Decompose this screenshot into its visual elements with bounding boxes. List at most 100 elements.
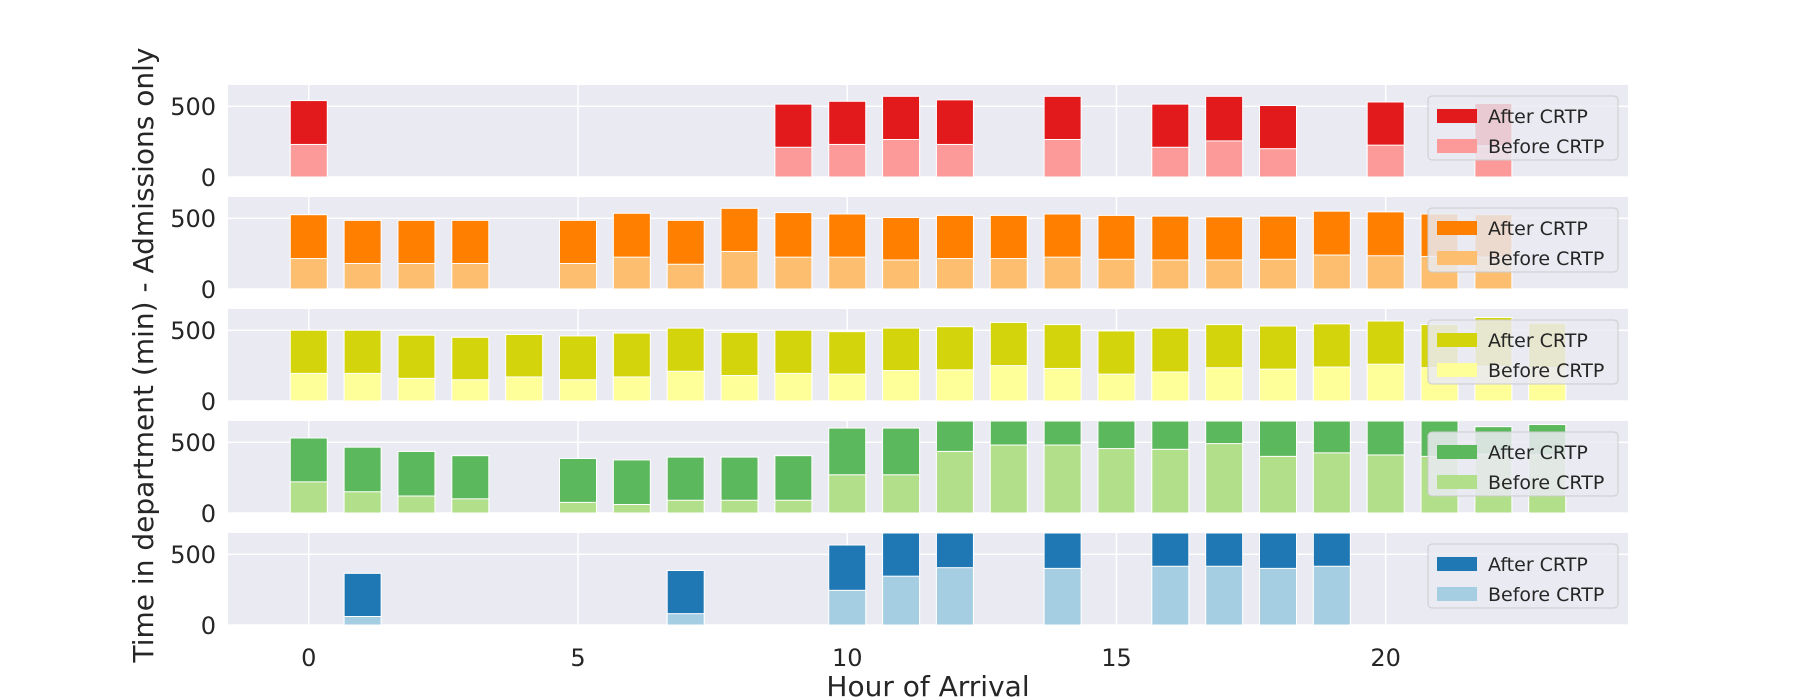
bar-before-crtp <box>935 567 974 626</box>
bars <box>289 207 1513 290</box>
bar-before-crtp <box>1043 256 1082 290</box>
legend: After CRTP Before CRTP <box>1427 543 1619 609</box>
legend-label: After CRTP <box>1488 554 1588 576</box>
legend-label: After CRTP <box>1488 330 1588 352</box>
panel-3: 0 500 After CRTP Before CRTP <box>170 309 1628 416</box>
panel-background <box>228 421 1628 513</box>
x-axis-ticks: 0 5 10 15 20 <box>301 644 1401 672</box>
bar-before-crtp <box>1259 567 1297 626</box>
bar-before-crtp <box>720 375 759 402</box>
panel-background <box>228 197 1628 289</box>
legend-label: After CRTP <box>1488 442 1588 464</box>
bar-before-crtp <box>1259 258 1297 290</box>
y-tick-label: 500 <box>170 317 216 345</box>
bar-before-crtp <box>989 365 1028 402</box>
bar-before-crtp <box>989 258 1028 290</box>
legend-swatch <box>1437 475 1477 489</box>
bar-before-crtp <box>1259 368 1297 402</box>
legend-label: Before CRTP <box>1488 584 1604 606</box>
bar-before-crtp <box>1205 443 1244 514</box>
y-axis-ticks: 0 500 <box>170 317 216 416</box>
bar-before-crtp <box>1366 255 1405 290</box>
legend: After CRTP Before CRTP <box>1427 319 1619 385</box>
bar-before-crtp <box>935 258 974 290</box>
x-tick-label: 20 <box>1370 644 1401 672</box>
bar-before-crtp <box>935 143 974 178</box>
bar-before-crtp <box>1043 367 1082 402</box>
legend-label: Before CRTP <box>1488 136 1604 158</box>
bar-before-crtp <box>343 263 382 290</box>
y-tick-label: 0 <box>201 276 216 304</box>
panel-background <box>228 85 1628 177</box>
bar-before-crtp <box>1366 454 1405 514</box>
bar-before-crtp <box>935 450 974 514</box>
bar-before-crtp <box>720 499 759 514</box>
bar-before-crtp <box>828 589 867 626</box>
bar-before-crtp <box>882 138 921 178</box>
bar-before-crtp <box>505 376 544 402</box>
x-tick-label: 5 <box>570 644 585 672</box>
bar-before-crtp <box>828 143 867 178</box>
bars <box>289 420 1567 514</box>
legend-swatch <box>1437 221 1477 235</box>
panel-1: 0 500 After CRTP Before CRTP <box>170 85 1628 192</box>
legend-label: Before CRTP <box>1488 248 1604 270</box>
x-tick-label: 10 <box>832 644 863 672</box>
bar-before-crtp <box>343 616 382 626</box>
bar-before-crtp <box>1366 144 1405 178</box>
x-tick-label: 0 <box>301 644 316 672</box>
chart-panels: 0 500 After CRTP Before CRTP 0 500 After CRTP B… <box>170 85 1628 640</box>
bar-before-crtp <box>882 474 921 514</box>
bars <box>343 532 1351 626</box>
legend-label: After CRTP <box>1488 106 1588 128</box>
bar-before-crtp <box>612 256 651 290</box>
bar-before-crtp <box>1043 567 1082 626</box>
bar-before-crtp <box>1312 366 1351 402</box>
x-axis-title: Hour of Arrival <box>826 670 1029 700</box>
legend: After CRTP Before CRTP <box>1427 95 1619 161</box>
bar-before-crtp <box>1097 448 1136 514</box>
bar-before-crtp <box>1205 140 1244 178</box>
y-axis-title: Time in department (min) - Admissions on… <box>127 48 160 664</box>
legend-swatch <box>1437 557 1477 571</box>
bar-before-crtp <box>289 372 328 402</box>
legend-label: Before CRTP <box>1488 472 1604 494</box>
bar-before-crtp <box>1259 455 1297 514</box>
panel-2: 0 500 After CRTP Before CRTP <box>170 197 1628 304</box>
bar-before-crtp <box>397 495 436 514</box>
y-axis-ticks: 0 500 <box>170 205 216 304</box>
bar-before-crtp <box>1366 363 1405 402</box>
bar-before-crtp <box>1312 565 1351 626</box>
bar-before-crtp <box>882 259 921 290</box>
bar-before-crtp <box>612 376 651 402</box>
bar-before-crtp <box>397 263 436 290</box>
bar-before-crtp <box>720 250 759 290</box>
bar-before-crtp <box>882 370 921 402</box>
legend-swatch <box>1437 333 1477 347</box>
bar-before-crtp <box>397 377 436 402</box>
bar-before-crtp <box>828 474 867 514</box>
bar-before-crtp <box>559 263 597 290</box>
bar-before-crtp <box>1151 146 1190 178</box>
bar-before-crtp <box>1205 367 1244 402</box>
bar-before-crtp <box>666 613 705 626</box>
y-tick-label: 500 <box>170 205 216 233</box>
bar-before-crtp <box>1151 565 1190 626</box>
bar-before-crtp <box>666 499 705 514</box>
legend-label: Before CRTP <box>1488 360 1604 382</box>
bar-before-crtp <box>451 379 490 402</box>
panel-5: 0 500 After CRTP Before CRTP <box>170 532 1628 640</box>
bar-before-crtp <box>1151 371 1190 402</box>
panel-4: 0 500 After CRTP Before CRTP <box>170 420 1628 528</box>
bar-before-crtp <box>1205 259 1244 290</box>
bar-before-crtp <box>666 370 705 402</box>
bar-before-crtp <box>612 504 651 514</box>
bar-before-crtp <box>774 146 813 178</box>
legend-swatch <box>1437 109 1477 123</box>
bars <box>289 316 1567 402</box>
bar-before-crtp <box>559 501 597 514</box>
bar-before-crtp <box>666 263 705 290</box>
bar-before-crtp <box>1151 259 1190 290</box>
y-tick-label: 0 <box>201 500 216 528</box>
